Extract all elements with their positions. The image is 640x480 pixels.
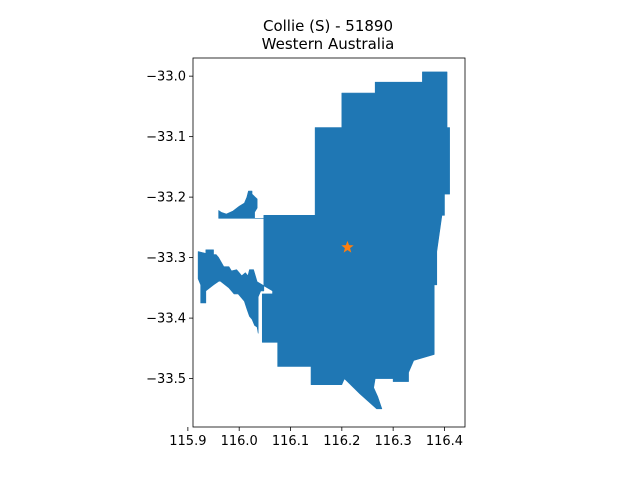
x-tick-label: 116.0 [221,434,258,449]
plot-title: Collie (S) - 51890 Western Australia [262,17,395,53]
y-tick-label: −33.4 [146,312,186,327]
centroid-star-marker [341,240,354,253]
axes-frame [192,57,466,428]
y-tick-label: −33.3 [146,251,186,266]
map-title: Collie (S) - 51890 [263,17,393,35]
y-tick-label: −33.1 [146,130,186,145]
y-tick-label: −33.2 [146,191,186,206]
x-tick-label: 115.9 [169,434,206,449]
y-axis: −33.0 −33.1 −33.2 −33.3 −33.4 −33.5 [146,70,193,387]
map-subtitle: Western Australia [262,35,395,53]
y-tick-label: −33.0 [146,70,186,85]
x-tick-label: 116.2 [323,434,360,449]
plot-area [192,57,466,428]
x-axis: 115.9 116.0 116.1 116.2 116.3 116.4 [169,427,463,449]
x-tick-label: 116.1 [272,434,309,449]
x-tick-label: 116.4 [426,434,463,449]
region-shape [197,71,450,410]
y-tick-label: −33.5 [146,372,186,387]
x-tick-label: 116.3 [375,434,412,449]
